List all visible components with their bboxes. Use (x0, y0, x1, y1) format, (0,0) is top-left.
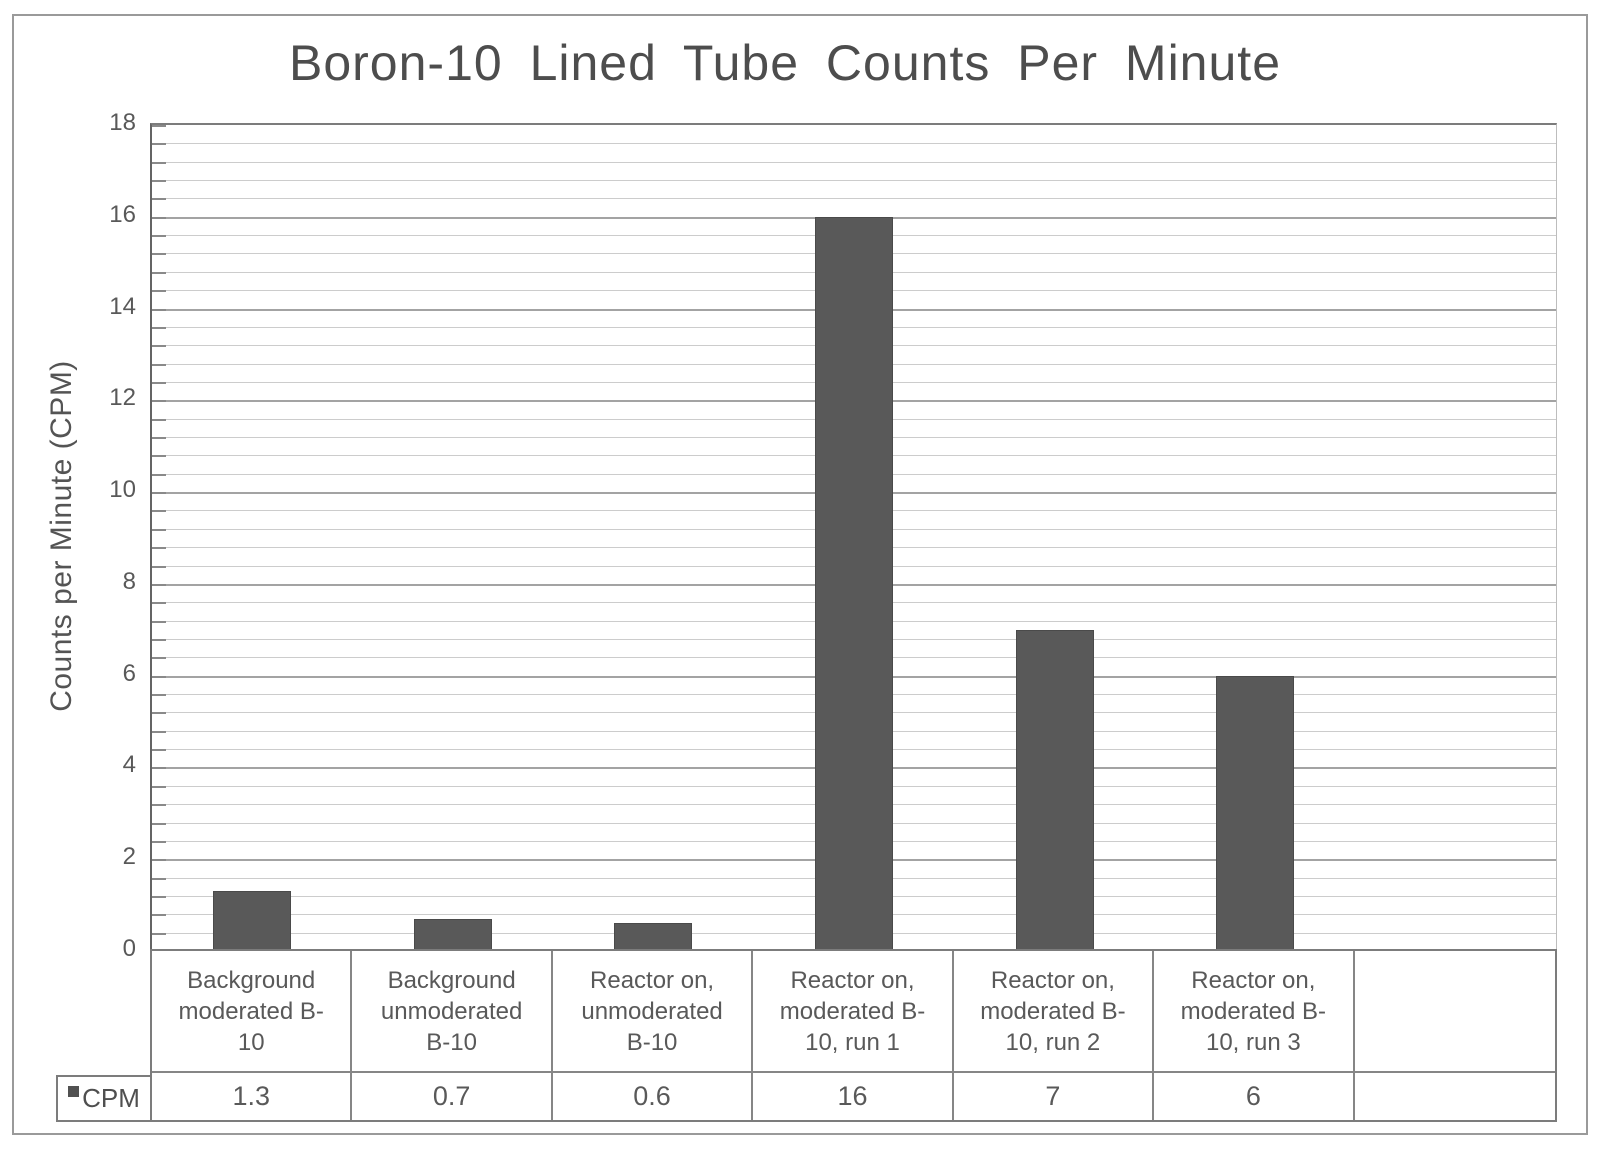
y-axis-tick (152, 198, 166, 200)
y-axis-tick (152, 786, 166, 788)
y-axis-tick (152, 933, 166, 935)
y-axis-tick (152, 896, 166, 898)
y-axis-tick (152, 400, 166, 402)
minor-gridline (152, 143, 1556, 144)
series-legend-marker-icon (68, 1086, 80, 1097)
value-cell: 6 (1154, 1073, 1355, 1120)
value-cell: 0.7 (352, 1073, 553, 1120)
figure-border (12, 14, 1588, 1135)
y-axis-tick (152, 290, 166, 292)
y-axis-tick (152, 510, 166, 512)
y-axis-tick (152, 823, 166, 825)
y-axis-tick (152, 767, 166, 769)
y-tick-label-8: 8 (122, 568, 136, 595)
bar-cpm-0 (213, 891, 291, 951)
y-axis-tick (152, 749, 166, 751)
y-tick-label-0: 0 (122, 935, 136, 962)
y-axis-tick (152, 566, 166, 568)
value-cell: 0.6 (553, 1073, 754, 1120)
y-axis-tick (152, 731, 166, 733)
y-axis-tick (152, 162, 166, 164)
y-tick-label-6: 6 (122, 660, 136, 687)
legend-cell: CPM (56, 1075, 152, 1122)
minor-gridline (152, 180, 1556, 181)
y-axis-tick (152, 529, 166, 531)
y-axis-tick (152, 253, 166, 255)
y-tick-label-12: 12 (109, 384, 136, 411)
y-axis-tick (152, 621, 166, 623)
y-axis-tick (152, 364, 166, 366)
y-axis-tick (152, 602, 166, 604)
bar-cpm-5 (1216, 676, 1294, 951)
category-label: Reactor on, moderated B- 10, run 3 (1154, 951, 1355, 1073)
value-cell-empty (1355, 1073, 1555, 1120)
chart-data-table: Background moderated B- 10 Background un… (150, 949, 1557, 1122)
y-axis-tick (152, 309, 166, 311)
y-axis-tick (152, 143, 166, 145)
y-axis-tick (152, 382, 166, 384)
minor-gridline (152, 162, 1556, 163)
bar-cpm-3 (815, 217, 893, 951)
y-tick-label-4: 4 (122, 751, 136, 778)
y-axis-tick (152, 217, 166, 219)
y-axis-tick (152, 419, 166, 421)
y-axis-tick (152, 474, 166, 476)
chart-title: Boron-10 Lined Tube Counts Per Minute (289, 35, 1281, 91)
category-label: Reactor on, unmoderated B-10 (552, 951, 754, 1073)
y-axis-tick (152, 125, 166, 127)
y-tick-label-10: 10 (109, 476, 136, 503)
y-axis-tick (152, 272, 166, 274)
y-axis-tick (152, 694, 166, 696)
y-axis-tick (152, 712, 166, 714)
y-tick-label-2: 2 (122, 843, 136, 870)
y-axis-tick (152, 455, 166, 457)
category-label: Background moderated B- 10 (152, 951, 353, 1073)
category-label-empty (1354, 951, 1555, 1073)
minor-gridline (152, 198, 1556, 199)
y-tick-label-16: 16 (109, 201, 136, 228)
series-legend-label: CPM (82, 1083, 140, 1113)
bar-cpm-2 (614, 923, 692, 951)
plot-area (150, 123, 1557, 951)
category-label: Background unmoderated B-10 (352, 951, 553, 1073)
value-cell: 1.3 (152, 1073, 353, 1120)
y-axis-tick (152, 327, 166, 329)
y-axis-tick (152, 345, 166, 347)
y-tick-label-18: 18 (109, 109, 136, 136)
category-label: Reactor on, moderated B- 10, run 1 (753, 951, 954, 1073)
y-axis-tick (152, 676, 166, 678)
y-axis-tick (152, 584, 166, 586)
y-axis-tick (152, 492, 166, 494)
y-axis-tick (152, 180, 166, 182)
y-axis-title: Counts per Minute (CPM) (45, 360, 78, 712)
bar-cpm-4 (1016, 630, 1094, 951)
y-axis-tick (152, 639, 166, 641)
y-tick-label-14: 14 (109, 293, 136, 320)
y-axis-tick (152, 657, 166, 659)
value-cell: 16 (753, 1073, 954, 1120)
category-label: Reactor on, moderated B- 10, run 2 (953, 951, 1155, 1073)
y-axis-tick (152, 804, 166, 806)
y-axis-tick (152, 914, 166, 916)
value-cell: 7 (954, 1073, 1155, 1120)
y-axis-tick (152, 437, 166, 439)
y-axis-tick (152, 859, 166, 861)
y-axis-tick (152, 547, 166, 549)
y-axis-tick (152, 235, 166, 237)
bar-cpm-1 (414, 919, 492, 951)
y-axis-tick (152, 841, 166, 843)
y-axis-tick (152, 878, 166, 880)
